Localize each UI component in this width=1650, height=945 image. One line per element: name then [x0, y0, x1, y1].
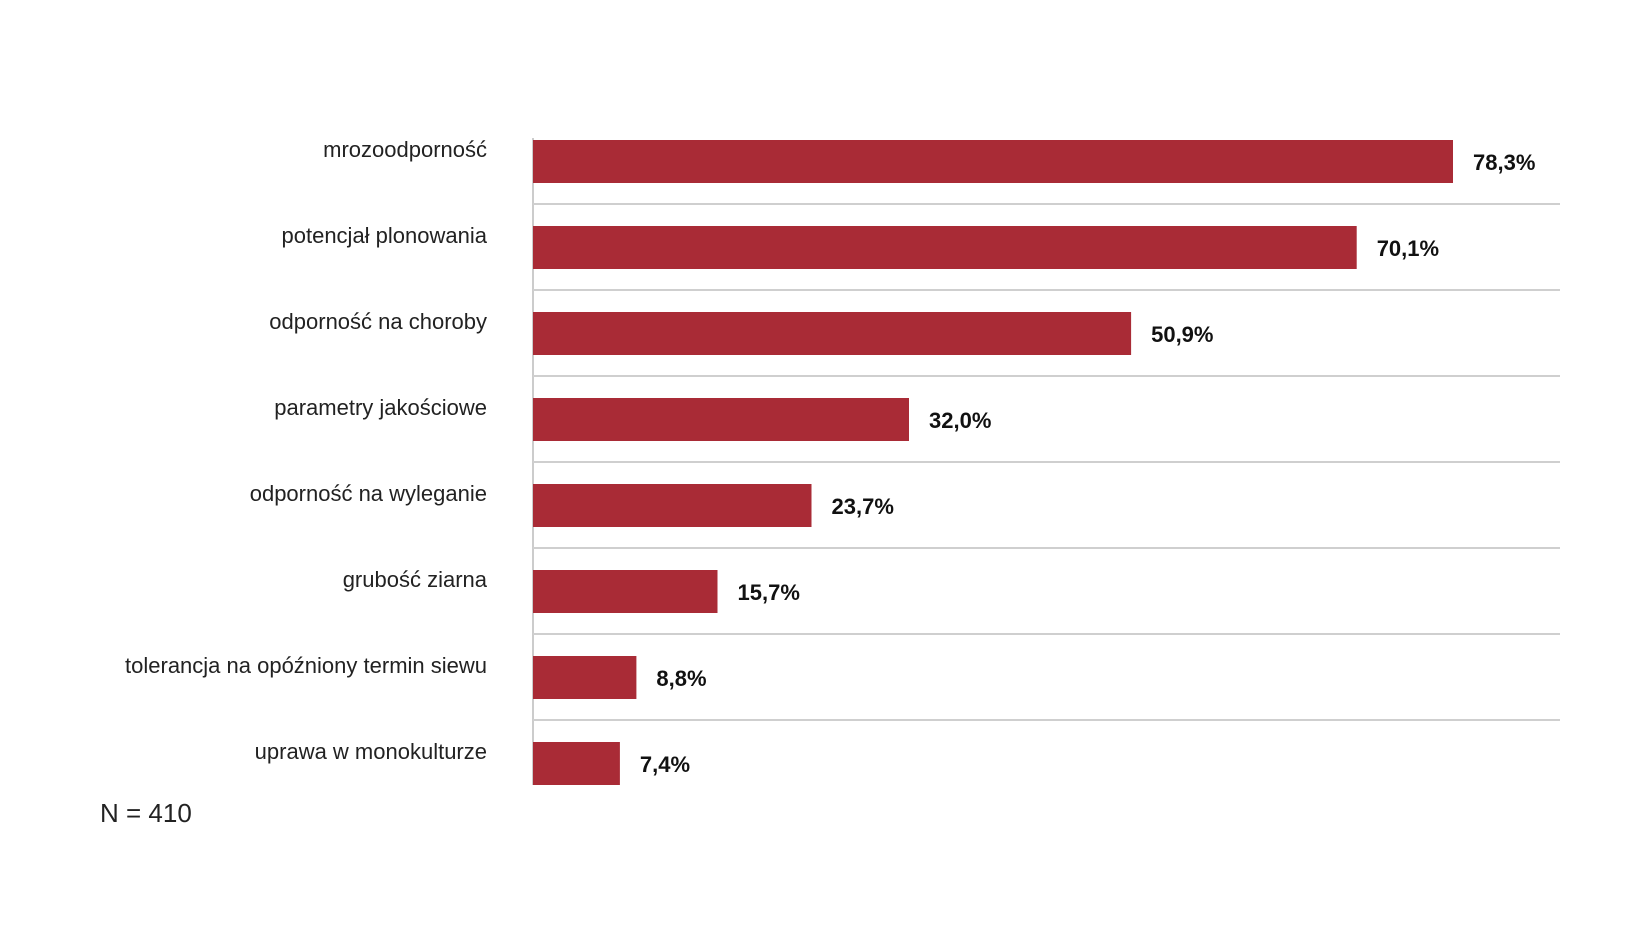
category-label: mrozoodporność [323, 137, 487, 162]
value-label: 7,4% [640, 752, 690, 777]
value-labels: 78,3% 70,1% 50,9% 32,0% 23,7% 15,7% 8,8% 7,4% [640, 150, 1535, 777]
category-label: potencjał plonowania [282, 223, 488, 248]
bar [533, 226, 1357, 269]
bar [533, 398, 909, 441]
sample-size-note: N = 410 [100, 798, 192, 828]
value-label: 15,7% [738, 580, 800, 605]
category-label: grubość ziarna [343, 567, 488, 592]
bar [533, 742, 620, 785]
value-label: 32,0% [929, 408, 991, 433]
category-label: odporność na choroby [269, 309, 487, 334]
value-label: 70,1% [1377, 236, 1439, 261]
bar [533, 656, 637, 699]
category-labels: mrozoodporność potencjał plonowania odporn… [125, 137, 488, 764]
value-label: 8,8% [656, 666, 706, 691]
value-label: 50,9% [1151, 322, 1213, 347]
bar [533, 140, 1453, 183]
category-label: tolerancja na opóźniony termin siewu [125, 653, 487, 678]
bar [533, 312, 1132, 355]
value-label: 23,7% [832, 494, 894, 519]
category-label: uprawa w monokulturze [255, 739, 487, 764]
category-label: odporność na wyleganie [250, 481, 487, 506]
bar [533, 484, 812, 527]
value-label: 78,3% [1473, 150, 1535, 175]
gridlines [532, 138, 1560, 785]
bars [533, 140, 1453, 785]
bar [533, 570, 718, 613]
category-label: parametry jakościowe [274, 395, 487, 420]
